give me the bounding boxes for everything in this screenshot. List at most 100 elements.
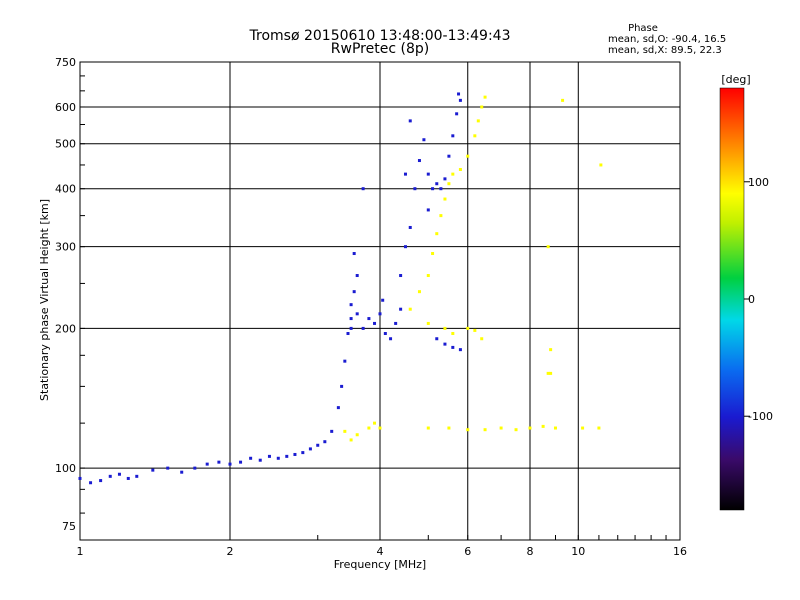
x-tick-label: 8: [527, 545, 534, 558]
x-mode-point: [417, 290, 421, 294]
o-mode-point: [135, 474, 139, 478]
x-mode-point: [561, 98, 565, 102]
o-mode-point: [355, 312, 359, 316]
x-mode-point: [541, 424, 545, 428]
x-mode-point: [451, 172, 455, 176]
x-mode-point: [599, 163, 603, 167]
o-mode-point: [399, 274, 403, 278]
chart-subtitle: RwPretec (8p): [331, 41, 429, 57]
o-mode-point: [378, 312, 382, 316]
o-mode-point: [383, 332, 387, 336]
o-mode-point: [422, 138, 426, 142]
o-mode-point: [99, 479, 103, 483]
x-tick-label: 10: [571, 545, 585, 558]
o-mode-point: [78, 476, 82, 480]
x-mode-point: [483, 428, 487, 432]
y-tick-label: 750: [55, 56, 76, 69]
data-points: [78, 92, 603, 485]
y-ticks: 75 100 200 300 400 500 600 750: [55, 56, 85, 533]
o-mode-point: [373, 321, 377, 325]
colorbar-tick-label: 100: [748, 176, 769, 189]
o-mode-point: [151, 468, 155, 472]
o-mode-point: [458, 98, 462, 102]
colorbar-tick-label: 0: [748, 293, 755, 306]
o-mode-point: [352, 252, 356, 256]
colorbar-ticks: 100 0 -100: [744, 176, 773, 423]
colorbar-tick-label: -100: [748, 410, 773, 423]
x-mode-point: [367, 426, 371, 430]
chart-title: Tromsø 20150610 13:48:00-13:49:43: [249, 28, 511, 44]
x-mode-point: [499, 426, 503, 430]
o-mode-point: [408, 225, 412, 229]
o-mode-point: [394, 321, 398, 325]
o-mode-point: [293, 452, 297, 456]
x-mode-point: [549, 371, 553, 375]
o-mode-point: [417, 159, 421, 163]
o-mode-point: [426, 208, 430, 212]
o-mode-point: [435, 182, 439, 186]
o-mode-point: [330, 429, 334, 433]
x-mode-point: [426, 274, 430, 278]
o-mode-point: [361, 326, 365, 330]
o-mode-point: [403, 172, 407, 176]
y-tick-label: 100: [55, 462, 76, 475]
o-mode-point: [439, 187, 443, 191]
o-mode-point: [217, 460, 221, 464]
o-mode-point: [276, 456, 280, 460]
o-mode-point: [435, 337, 439, 341]
o-mode-point: [108, 474, 112, 478]
o-mode-point: [285, 454, 289, 458]
o-mode-point: [455, 112, 459, 116]
x-mode-point: [473, 328, 477, 332]
o-mode-point: [451, 345, 455, 349]
y-tick-label: 600: [55, 101, 76, 114]
grid-lines: [80, 62, 680, 540]
x-mode-point: [451, 332, 455, 336]
x-axis-label: Frequency [MHz]: [334, 558, 426, 571]
o-mode-point: [267, 454, 271, 458]
x-tick-label: 16: [673, 545, 687, 558]
x-mode-point: [378, 426, 382, 430]
x-mode-point: [480, 337, 484, 341]
o-mode-point: [336, 406, 340, 410]
o-mode-point: [443, 177, 447, 181]
x-mode-point: [343, 429, 347, 433]
x-mode-point: [466, 326, 470, 330]
o-mode-point: [239, 460, 243, 464]
o-mode-point: [205, 462, 209, 466]
y-tick-label: 75: [62, 520, 76, 533]
o-mode-point: [180, 470, 184, 474]
x-mode-point: [553, 426, 557, 430]
colorbar-label: [deg]: [721, 73, 750, 86]
o-mode-point: [458, 348, 462, 352]
x-mode-point: [597, 426, 601, 430]
x-mode-point: [466, 428, 470, 432]
x-mode-point: [435, 232, 439, 236]
y-axis-label: Stationary phase Virtual Height [km]: [38, 199, 51, 401]
o-mode-point: [367, 317, 371, 321]
o-mode-point: [349, 326, 353, 330]
o-mode-point: [361, 187, 365, 191]
o-mode-point: [340, 384, 344, 388]
o-mode-point: [408, 119, 412, 123]
x-mode-point: [443, 197, 447, 201]
x-mode-point: [480, 105, 484, 109]
colorbar: [719, 87, 745, 511]
o-mode-point: [316, 443, 320, 447]
o-mode-point: [258, 458, 262, 462]
o-mode-point: [399, 307, 403, 311]
x-mode-point: [549, 348, 553, 352]
o-mode-point: [346, 332, 350, 336]
x-mode-point: [528, 426, 532, 430]
o-mode-point: [166, 466, 170, 470]
o-mode-point: [349, 317, 353, 321]
x-mode-point: [447, 426, 451, 430]
o-mode-point: [193, 466, 197, 470]
o-mode-point: [389, 337, 393, 341]
x-tick-label: 2: [227, 545, 234, 558]
x-mode-point: [514, 428, 518, 432]
o-mode-point: [457, 92, 461, 96]
x-tick-label: 4: [377, 545, 384, 558]
x-ticks: 1 2 4 6 8 10 16: [77, 535, 687, 558]
x-mode-point: [483, 95, 487, 99]
